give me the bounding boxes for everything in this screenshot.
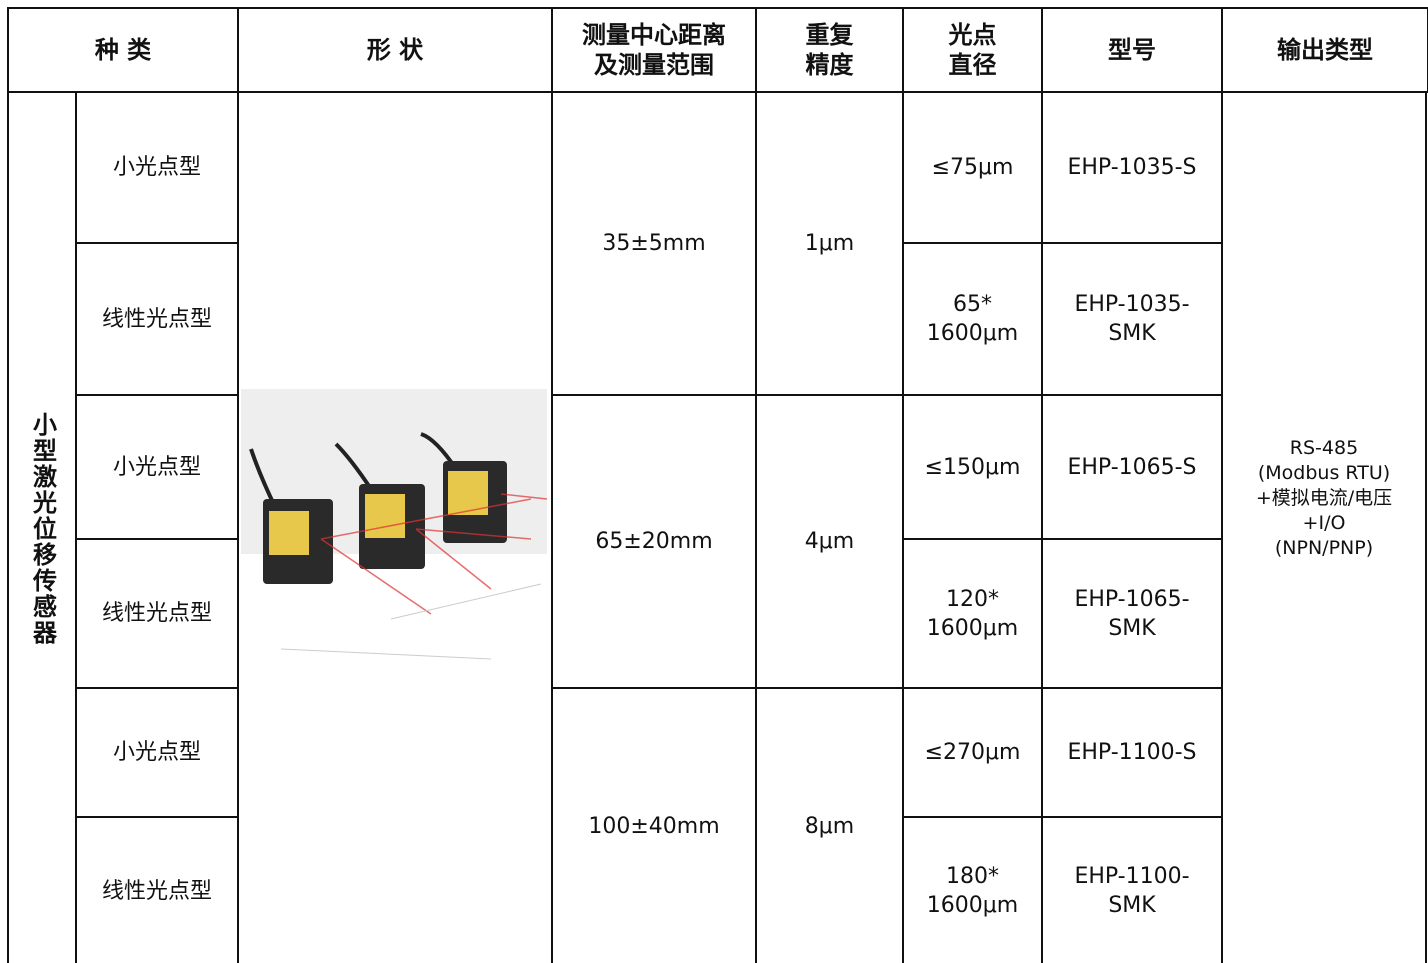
range-cell: 100±40mm — [551, 687, 757, 963]
model-cell: EHP-1035- SMK — [1041, 242, 1223, 396]
spot-cell: 120* 1600μm — [902, 538, 1043, 689]
type-cell: 小光点型 — [75, 394, 239, 540]
model-text: EHP-1100-S — [1067, 740, 1197, 765]
model-text: EHP-1100- — [1074, 864, 1190, 889]
spot-cell: ≤150μm — [902, 394, 1043, 540]
range-cell: 65±20mm — [551, 394, 757, 689]
header-cell: 光点 直径 — [902, 7, 1043, 93]
output-cell: RS-485 (Modbus RTU) +模拟电流/电压 +I/O (NPN/PNP) — [1221, 91, 1427, 963]
spot-text: 1600μm — [926, 321, 1019, 346]
type-text: 线性光点型 — [101, 878, 212, 904]
model-text: EHP-1035- — [1074, 292, 1190, 317]
header-text: 型号 — [1108, 36, 1156, 64]
header-cell: 种 类 — [7, 7, 239, 93]
header-text: 光点 — [948, 21, 997, 49]
header-text: 输出类型 — [1277, 36, 1373, 64]
type-text: 小光点型 — [112, 155, 201, 180]
header-text: 精度 — [805, 51, 854, 79]
model-text: SMK — [1108, 321, 1156, 346]
output-text: (NPN/PNP) — [1274, 537, 1374, 559]
header-text: 测量中心距离 — [582, 21, 726, 49]
category-text: 小型激光位移传感器 — [28, 411, 57, 646]
model-cell: EHP-1100- SMK — [1041, 816, 1223, 963]
repeat-text: 8μm — [804, 814, 855, 839]
model-text: EHP-1065-S — [1067, 454, 1197, 480]
output-text: (Modbus RTU) — [1257, 462, 1391, 484]
spot-text: 120* — [946, 586, 999, 612]
spot-text: 1600μm — [926, 893, 1019, 918]
spot-text: 65* — [953, 292, 992, 317]
output-text: +模拟电流/电压 — [1255, 487, 1393, 509]
repeat-text: 1μm — [804, 231, 855, 256]
header-text: 种 类 — [94, 36, 152, 64]
type-cell: 线性光点型 — [75, 816, 239, 963]
type-cell: 线性光点型 — [75, 538, 239, 689]
range-text: 100±40mm — [588, 814, 720, 839]
type-text: 小光点型 — [112, 740, 201, 765]
header-cell: 型号 — [1041, 7, 1223, 93]
model-text: EHP-1035-S — [1067, 155, 1197, 180]
type-text: 小光点型 — [112, 454, 201, 480]
model-text: SMK — [1108, 615, 1156, 641]
model-cell: EHP-1035-S — [1041, 91, 1223, 244]
spot-cell: 180* 1600μm — [902, 816, 1043, 963]
output-text: +I/O — [1302, 512, 1346, 534]
header-cell: 形 状 — [237, 7, 553, 93]
product-image — [241, 389, 547, 660]
spot-text: ≤75μm — [931, 155, 1014, 180]
spot-text: ≤150μm — [924, 454, 1021, 480]
output-text: RS-485 — [1289, 437, 1359, 459]
range-text: 65±20mm — [595, 529, 713, 554]
spot-text: 1600μm — [926, 615, 1019, 641]
spot-cell: ≤270μm — [902, 687, 1043, 818]
repeat-cell: 4μm — [755, 394, 904, 689]
model-cell: EHP-1065-S — [1041, 394, 1223, 540]
repeat-cell: 8μm — [755, 687, 904, 963]
spot-text: 180* — [946, 864, 999, 889]
shape-cell — [237, 91, 553, 963]
range-text: 35±5mm — [602, 231, 706, 256]
type-cell: 线性光点型 — [75, 242, 239, 396]
repeat-text: 4μm — [804, 529, 855, 554]
header-cell: 测量中心距离 及测量范围 — [551, 7, 757, 93]
spot-cell: ≤75μm — [902, 91, 1043, 244]
header-text: 及测量范围 — [594, 51, 714, 79]
type-cell: 小光点型 — [75, 91, 239, 244]
model-cell: EHP-1100-S — [1041, 687, 1223, 818]
header-cell: 输出类型 — [1221, 7, 1428, 93]
category-cell: 小型激光位移传感器 — [7, 91, 77, 963]
model-text: EHP-1065- — [1074, 586, 1190, 612]
header-cell: 重复 精度 — [755, 7, 904, 93]
range-cell: 35±5mm — [551, 91, 757, 396]
header-text: 形 状 — [366, 36, 424, 64]
header-text: 直径 — [948, 51, 997, 79]
spot-cell: 65* 1600μm — [902, 242, 1043, 396]
type-cell: 小光点型 — [75, 687, 239, 818]
type-text: 线性光点型 — [101, 601, 212, 626]
spot-text: ≤270μm — [924, 740, 1021, 765]
model-cell: EHP-1065- SMK — [1041, 538, 1223, 689]
header-text: 重复 — [805, 21, 854, 49]
type-text: 线性光点型 — [101, 306, 212, 332]
repeat-cell: 1μm — [755, 91, 904, 396]
model-text: SMK — [1108, 893, 1156, 918]
